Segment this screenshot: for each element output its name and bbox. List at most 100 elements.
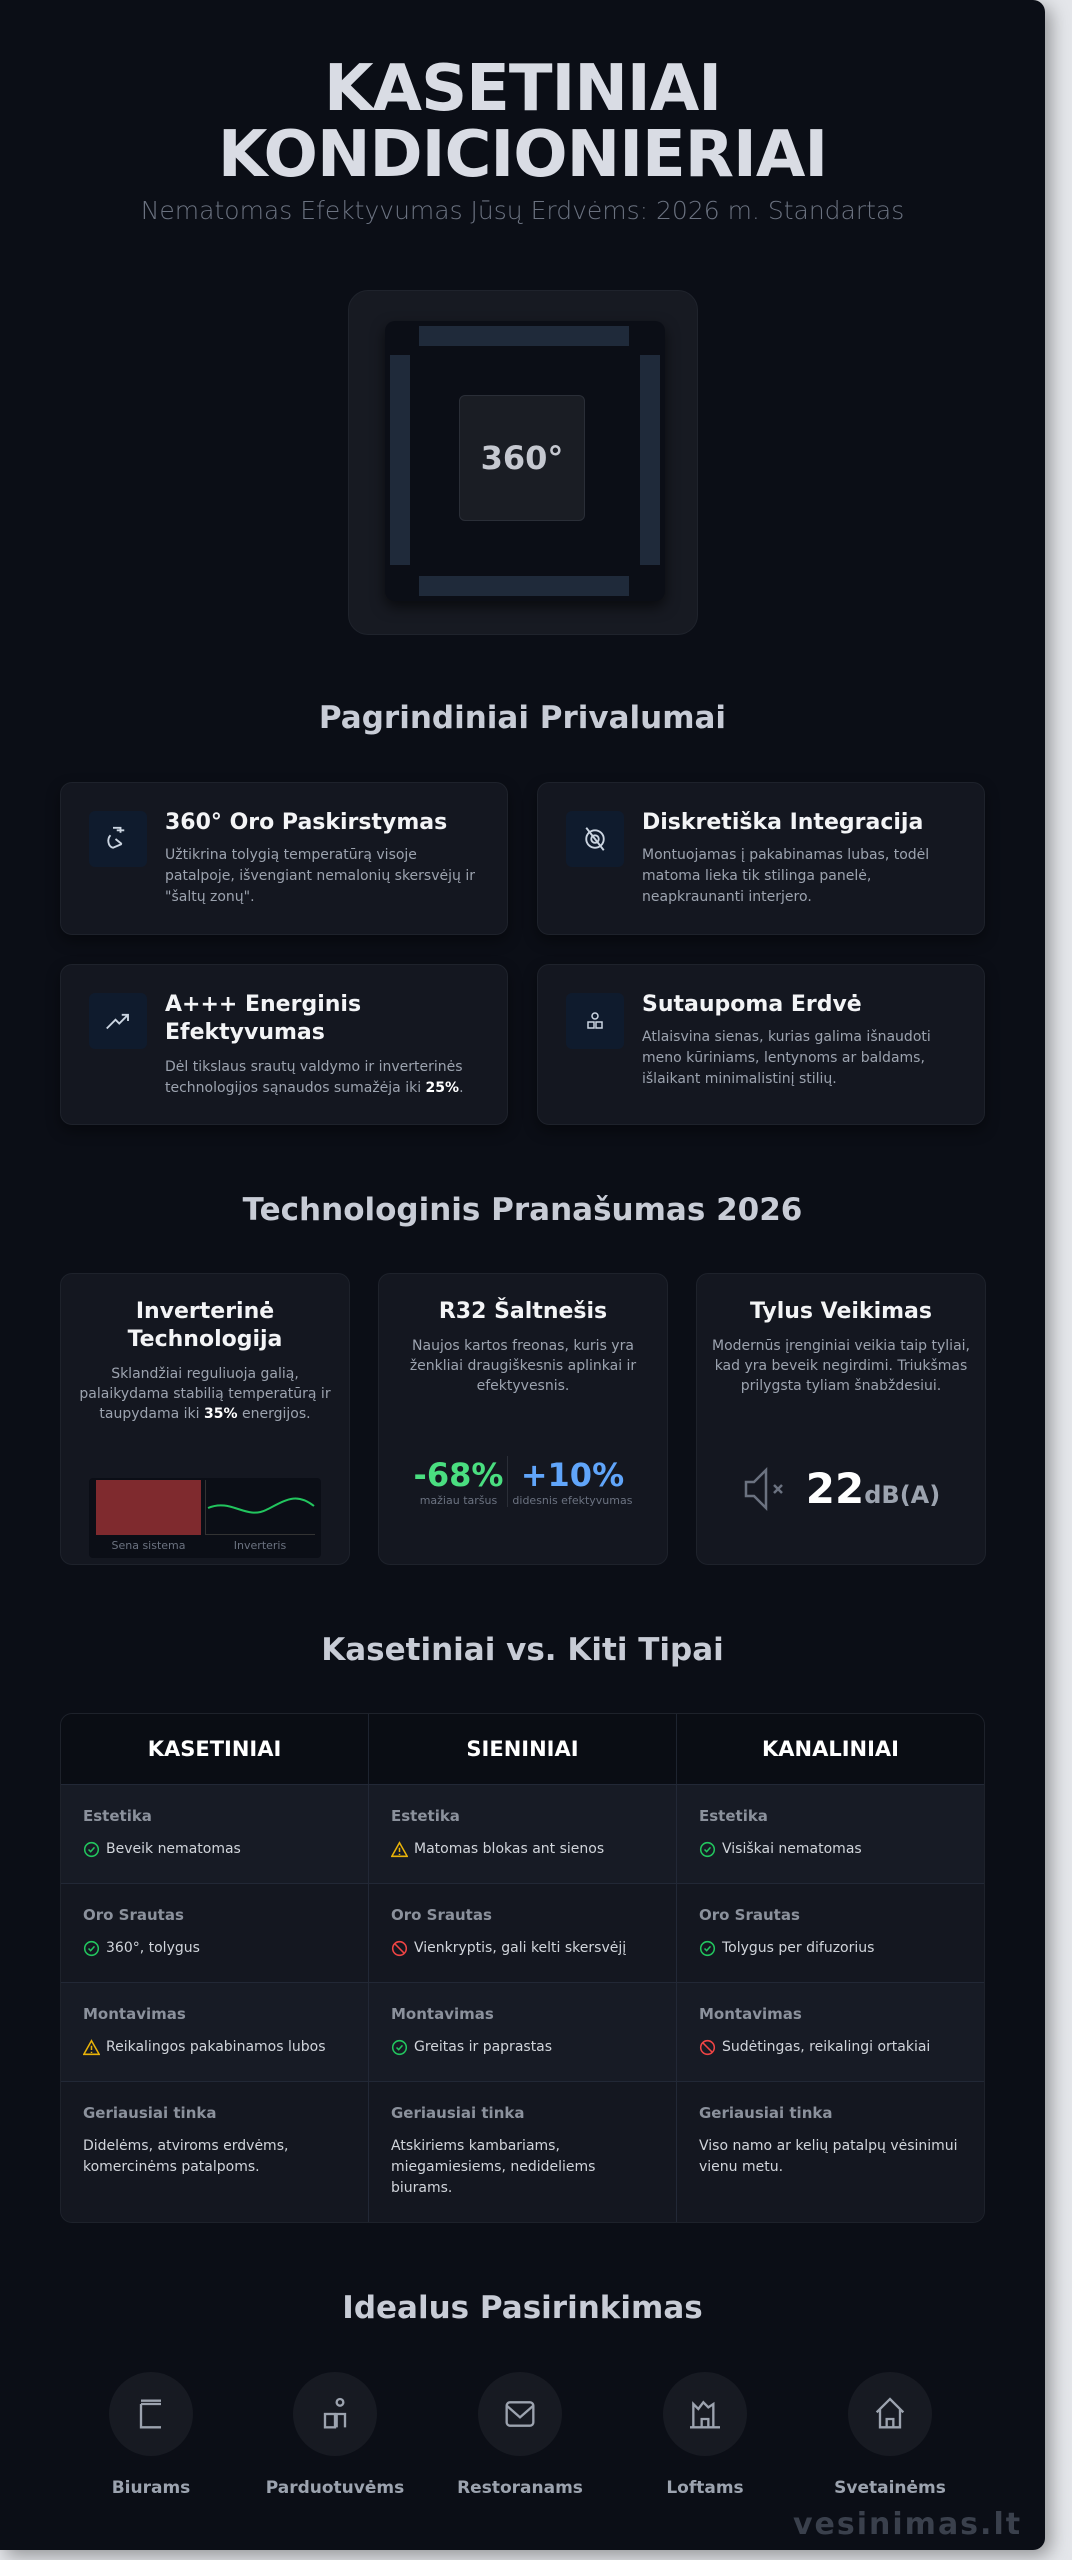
table-cell: Geriausiai tinka Viso namo ar kelių patal… [677, 2082, 984, 2222]
cell-text: 360°, tolygus [106, 1940, 200, 1956]
stat-value: -68% [413, 1456, 504, 1494]
speaker-mute-icon [744, 1466, 783, 1511]
row-label: Oro Srautas [391, 1906, 492, 1924]
restaurant-icon [505, 2401, 535, 2427]
stat-value: +10% [520, 1456, 625, 1494]
cell-value: Tolygus per difuzorius [699, 1938, 962, 1959]
ideal-icon-circle [848, 2372, 932, 2456]
home-icon [875, 2397, 905, 2429]
table-row: Montavimas Reikalingos pakabinamos lubos M… [61, 1982, 984, 2081]
title-line-1: KASETINIAI [323, 52, 722, 126]
comparison-table: KASETINIAI SIENINIAI KANALINIAI Estetika… [60, 1713, 985, 2223]
cell-text: Vienkryptis, gali kelti skersvėjį [414, 1940, 627, 1956]
benefit-card: Sutaupoma Erdvė Atlaisvina sienas, kuria… [537, 964, 985, 1125]
center-grille-label: 360° [459, 395, 585, 521]
check-circle-icon [83, 1940, 100, 1957]
old-system-bar [96, 1480, 201, 1535]
watermark-logo: vesinimas.lt [793, 2507, 1023, 2542]
trend-icon [89, 993, 147, 1049]
table-cell: Geriausiai tinka Atskiriems kambariams, m… [369, 2082, 677, 2222]
table-cell: Geriausiai tinka Didelėms, atviroms erdvė… [61, 2082, 369, 2222]
tech-title: Tylus Veikimas [749, 1299, 932, 1324]
row-label: Estetika [83, 1807, 152, 1825]
loft-icon [690, 2400, 720, 2429]
inverter-label: Inverteris [233, 1539, 287, 1552]
space-icon [566, 993, 624, 1049]
cell-text: Matomas blokas ant sienos [414, 1841, 605, 1857]
table-cell: Oro Srautas Vienkryptis, gali kelti skers… [369, 1884, 677, 1982]
cell-value: Matomas blokas ant sienos [391, 1839, 654, 1860]
cassette-panel: 360° [385, 321, 665, 601]
tech-desc: Naujos kartos freonas, kuris yra ženklia… [409, 1338, 637, 1394]
cell-text: Didelėms, atviroms erdvėms, komercinėms … [83, 2138, 289, 2175]
tech-card-r32: R32 Šaltnešis Naujos kartos freonas, kur… [378, 1273, 668, 1565]
benefit-title: Sutaupoma Erdvė [642, 992, 862, 1017]
row-label: Estetika [699, 1807, 768, 1825]
check-circle-icon [391, 2039, 408, 2056]
benefit-desc: Užtikrina tolygią temperatūrą visoje pat… [165, 847, 475, 905]
cell-text: Visiškai nematomas [722, 1841, 862, 1857]
ideal-item: Parduotuvėms [260, 2372, 410, 2498]
cell-value: Beveik nematomas [83, 1839, 346, 1860]
benefit-desc: Atlaisvina sienas, kurias galima išnaudo… [642, 1029, 931, 1087]
column-header: KANALINIAI [761, 1737, 899, 1761]
ideal-icon-circle [109, 2372, 193, 2456]
noise-unit: dB(A) [864, 1481, 941, 1509]
vane-left [390, 355, 410, 565]
tech-card-quiet: Tylus Veikimas Modernūs įrenginiai veiki… [696, 1273, 986, 1565]
row-label: Montavimas [83, 2005, 186, 2023]
cell-text: Beveik nematomas [106, 1841, 241, 1857]
benefits-heading: Pagrindiniai Privalumai [318, 700, 727, 736]
stat-efficiency: +10% didesnis efektyvumas [508, 1456, 632, 1507]
page-subtitle: Nematomas Efektyvumas Jūsų Erdvėms: 2026… [140, 196, 905, 225]
table-body: Estetika Beveik nematomas Estetika Matomas … [61, 1784, 984, 2222]
ideal-item: Biurams [76, 2372, 226, 2498]
row-label: Estetika [391, 1807, 460, 1825]
tech-desc: Sklandžiai reguliuoja galią, palaikydama… [61, 1364, 349, 1424]
cell-text: Reikalingos pakabinamos lubos [106, 2039, 326, 2055]
cassette-illustration: 360° [348, 290, 698, 635]
check-circle-icon [699, 1940, 716, 1957]
table-cell: Estetika Visiškai nematomas [677, 1785, 984, 1883]
r32-stats: -68% mažiau taršus +10% didesnis efektyv… [379, 1456, 667, 1507]
inverter-comparison-graphic: Sena sistema Inverteris [89, 1478, 321, 1558]
cell-value: Didelėms, atviroms erdvėms, komercinėms … [83, 2136, 346, 2178]
stat-label: mažiau taršus [419, 1494, 498, 1507]
ideal-icon-circle [293, 2372, 377, 2456]
check-circle-icon [83, 1841, 100, 1858]
shop-icon [323, 2397, 347, 2429]
ideal-icon-circle [478, 2372, 562, 2456]
cell-value: Sudėtingas, reikalingi ortakiai [699, 2037, 962, 2058]
row-label: Geriausiai tinka [391, 2104, 525, 2122]
benefit-desc: Montuojamas į pakabinamas lubas, todėl m… [642, 847, 930, 905]
ideal-item: Svetainėms [815, 2372, 965, 2498]
vane-right [640, 355, 660, 565]
cell-value: Reikalingos pakabinamos lubos [83, 2037, 346, 2058]
row-label: Geriausiai tinka [83, 2104, 217, 2122]
comparison-heading: Kasetiniai vs. Kiti Tipai [321, 1632, 724, 1668]
stat-pollution: -68% mažiau taršus [414, 1456, 509, 1507]
ideal-heading: Idealus Pasirinkimas [342, 2290, 703, 2326]
prohibited-icon [391, 1940, 408, 1957]
desc-highlight: 25% [425, 1080, 460, 1096]
office-icon [139, 2399, 161, 2429]
airflow-icon [89, 811, 147, 867]
benefit-title: 360° Oro Paskirstymas [165, 810, 448, 835]
table-cell: Montavimas Sudėtingas, reikalingi ortakia… [677, 1983, 984, 2081]
desc-end: . [459, 1080, 464, 1096]
ideal-label: Loftams [666, 2478, 744, 2498]
cell-value: Atskiriems kambariams, miegamiesiems, ne… [391, 2136, 654, 2199]
vane-top [419, 326, 629, 346]
vane-bottom [419, 576, 629, 596]
row-label: Montavimas [391, 2005, 494, 2023]
ideal-icon-circle [663, 2372, 747, 2456]
cell-text: Tolygus per difuzorius [722, 1940, 875, 1956]
table-cell: Estetika Matomas blokas ant sienos [369, 1785, 677, 1883]
table-cell: Montavimas Greitas ir paprastas [369, 1983, 677, 2081]
table-cell: Estetika Beveik nematomas [61, 1785, 369, 1883]
ideal-label: Biurams [111, 2478, 191, 2498]
cell-text: Viso namo ar kelių patalpų vėsinimui vie… [699, 2138, 958, 2175]
infographic-page: KASETINIAI KONDICIONIERIAI Nematomas Efe… [0, 0, 1045, 2550]
benefit-card: A+++ Energinis Efektyvumas Dėl tikslaus … [60, 964, 508, 1125]
ideal-item: Loftams [630, 2372, 780, 2498]
